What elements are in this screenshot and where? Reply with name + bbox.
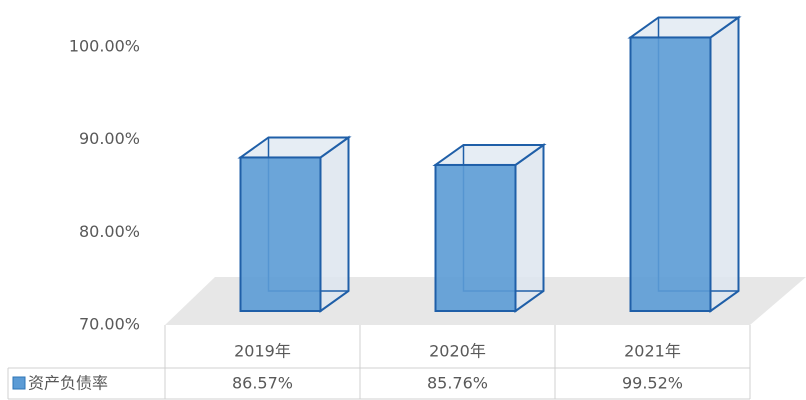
x-tick-label: 2020年 [429, 342, 486, 361]
bar [629, 36, 712, 313]
y-tick-label: 100.00% [69, 37, 140, 56]
table-value: 85.76% [427, 374, 488, 393]
x-tick-label: 2021年 [624, 342, 681, 361]
bar-side [709, 15, 740, 313]
data-table [7, 325, 751, 400]
legend-label: 资产负债率 [28, 374, 108, 393]
table-value: 86.57% [232, 374, 293, 393]
y-tick-label: 70.00% [79, 315, 140, 334]
x-tick-label: 2019年 [234, 342, 291, 361]
bar-side [514, 143, 545, 313]
y-tick-label: 80.00% [79, 222, 140, 241]
bar [434, 163, 517, 312]
bar-side [319, 135, 350, 313]
legend-swatch [12, 376, 26, 390]
table-value: 99.52% [622, 374, 683, 393]
bar [239, 156, 322, 312]
y-tick-label: 90.00% [79, 129, 140, 148]
